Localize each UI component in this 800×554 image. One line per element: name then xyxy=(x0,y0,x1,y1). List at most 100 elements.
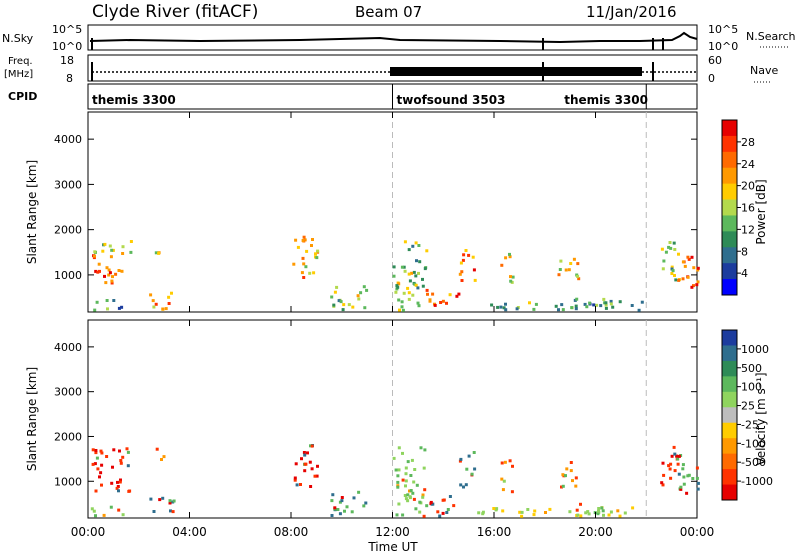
heatmap-cell xyxy=(417,304,421,308)
heatmap-cell xyxy=(504,308,508,312)
heatmap-cell xyxy=(586,510,590,514)
heatmap-cell xyxy=(301,256,305,260)
heatmap-cell xyxy=(421,495,425,499)
heatmap-cell xyxy=(330,499,334,503)
heatmap-cell xyxy=(423,267,427,271)
heatmap-cell xyxy=(111,275,114,279)
heatmap-cell xyxy=(107,273,111,277)
heatmap-cell xyxy=(558,268,562,271)
y-tick-label: 4000 xyxy=(54,133,82,146)
heatmap-cell xyxy=(121,513,125,517)
heatmap-cell xyxy=(520,514,524,518)
heatmap-cell xyxy=(504,302,507,306)
heatmap-cell xyxy=(410,458,414,462)
heatmap-cell xyxy=(303,469,307,473)
colorbar-tick-label: 4 xyxy=(741,267,748,280)
heatmap-cell xyxy=(411,293,415,297)
heatmap-cell xyxy=(102,513,106,517)
heatmap-cell xyxy=(502,479,506,483)
colorbar-swatch xyxy=(722,438,737,455)
heatmap-cell xyxy=(404,484,407,488)
heatmap-cell xyxy=(395,284,399,288)
date-title: 11/Jan/2016 xyxy=(586,3,677,21)
heatmap-cell xyxy=(667,464,671,468)
heatmap-cell xyxy=(98,475,101,479)
heatmap-cell xyxy=(171,510,175,514)
heatmap-cell xyxy=(404,466,408,470)
heatmap-cell xyxy=(295,483,299,487)
colorbar-swatch xyxy=(722,120,737,137)
heatmap-cell xyxy=(109,255,113,259)
heatmap-cell xyxy=(533,509,537,513)
noise-panel: 10^5 10^0 10^5 10^0 xyxy=(52,23,738,53)
heatmap-cell xyxy=(609,299,613,303)
heatmap-cell xyxy=(572,257,576,261)
heatmap-cell xyxy=(340,496,344,499)
heatmap-cell xyxy=(459,483,463,487)
heatmap-cell xyxy=(423,448,427,452)
noise-right-tick-bottom: 10^0 xyxy=(708,40,738,53)
heatmap-cell xyxy=(105,266,109,270)
heatmap-cell xyxy=(509,275,512,279)
heatmap-cell xyxy=(331,493,335,497)
heatmap-cell xyxy=(400,300,404,304)
heatmap-cell xyxy=(616,509,620,513)
heatmap-cell xyxy=(502,306,506,310)
heatmap-cell xyxy=(117,269,121,272)
heatmap-cell xyxy=(411,244,415,248)
heatmap-cell xyxy=(418,260,422,264)
heatmap-cell xyxy=(303,462,307,466)
heatmap-cell xyxy=(395,287,399,291)
heatmap-cell xyxy=(438,514,442,518)
heatmap-cell xyxy=(94,269,98,273)
heatmap-cell xyxy=(623,511,627,515)
heatmap-cell xyxy=(118,480,122,484)
heatmap-cell xyxy=(404,479,408,483)
x-axis: 00:00 04:00 08:00 12:00 16:00 20:00 00:00 xyxy=(71,112,715,539)
colorbar-tick-label: 20 xyxy=(741,180,755,193)
colorbar-tick-label: -1000 xyxy=(741,475,773,488)
heatmap-cell xyxy=(686,255,690,259)
heatmap-cell xyxy=(576,513,580,517)
heatmap-cell xyxy=(599,304,603,308)
colorbar-swatch xyxy=(722,183,737,201)
colorbar-swatch xyxy=(722,199,737,216)
heatmap-cell xyxy=(94,514,97,518)
heatmap-cell xyxy=(170,291,173,295)
heatmap-cell xyxy=(299,483,302,486)
heatmap-cell xyxy=(316,464,319,468)
heatmap-cell xyxy=(310,244,313,247)
heatmap-cell xyxy=(412,497,416,501)
heatmap-cell xyxy=(595,303,599,307)
heatmap-cell xyxy=(106,307,109,311)
heatmap-cell xyxy=(126,450,130,454)
heatmap-cell xyxy=(679,485,683,489)
heatmap-cell xyxy=(314,252,317,256)
heatmap-cell xyxy=(462,253,466,257)
heatmap-cell xyxy=(293,476,297,480)
heatmap-cell xyxy=(90,507,94,511)
x-tick-label: 00:00 xyxy=(680,525,715,539)
freq-left-tick-bottom: 8 xyxy=(66,72,73,85)
x-tick-label: 04:00 xyxy=(172,525,207,539)
heatmap-cell xyxy=(669,246,673,250)
heatmap-cell xyxy=(673,469,677,473)
heatmap-cell xyxy=(611,305,615,309)
heatmap-cell xyxy=(339,300,343,304)
heatmap-cell xyxy=(114,272,118,276)
x-tick-label: 08:00 xyxy=(274,525,309,539)
heatmap-cell xyxy=(99,471,103,475)
heatmap-cell xyxy=(161,307,165,311)
heatmap-cell xyxy=(363,306,367,310)
heatmap-cell xyxy=(576,274,580,278)
heatmap-cell xyxy=(460,270,464,274)
heatmap-cell xyxy=(500,461,504,465)
heatmap-cell xyxy=(457,292,461,296)
heatmap-cell xyxy=(100,451,104,455)
heatmap-cell xyxy=(104,281,108,285)
heatmap-cell xyxy=(100,463,104,467)
heatmap-cell xyxy=(160,458,163,461)
heatmap-cell xyxy=(423,488,427,492)
heatmap-cell xyxy=(682,475,686,479)
heatmap-cell xyxy=(509,279,513,283)
